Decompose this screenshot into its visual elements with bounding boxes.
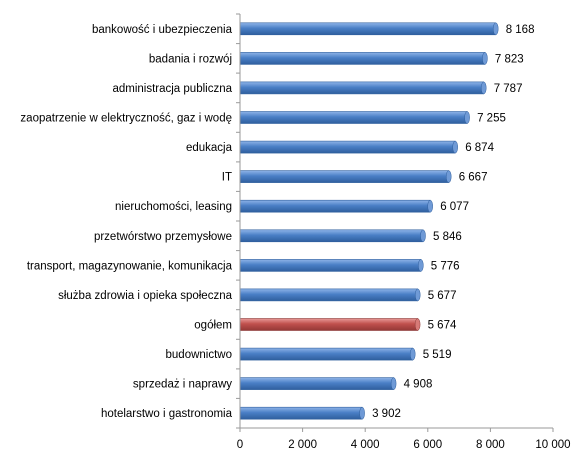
bar xyxy=(239,111,468,124)
bar xyxy=(239,406,363,420)
x-tick-label: 2 000 xyxy=(288,439,317,451)
category-label: bankowość i ubezpieczenia xyxy=(92,24,233,36)
bar xyxy=(239,81,484,95)
x-tick-label: 6 000 xyxy=(413,439,442,451)
bar-end-cap xyxy=(418,259,424,272)
bar xyxy=(239,140,456,154)
category-label: transport, magazynowanie, komunikacja xyxy=(27,260,233,272)
bar-end-cap xyxy=(409,347,416,361)
bar-end-cap xyxy=(359,406,365,420)
bar-end-cap xyxy=(414,318,421,331)
category-label: edukacja xyxy=(186,142,233,154)
bar-end-cap xyxy=(390,377,397,390)
bar xyxy=(239,22,496,36)
category-label: budownictwo xyxy=(166,349,232,361)
bar xyxy=(239,52,486,65)
value-label: 6 077 xyxy=(440,201,469,213)
value-label: 7 787 xyxy=(494,83,523,95)
x-tick-label: 4 000 xyxy=(351,439,380,451)
bars-layer xyxy=(239,22,499,420)
bar xyxy=(239,259,422,272)
category-label: nieruchomości, leasing xyxy=(115,201,232,213)
bar xyxy=(239,347,413,361)
value-label: 7 255 xyxy=(477,113,506,125)
value-label: 8 168 xyxy=(506,24,535,36)
category-label: hotelarstwo i gastronomia xyxy=(101,408,233,420)
category-label: przetwórstwo przemysłowe xyxy=(94,231,232,243)
value-label: 5 519 xyxy=(423,349,452,361)
bar xyxy=(239,318,418,331)
value-label: 6 874 xyxy=(465,142,494,154)
category-label: badania i rozwój xyxy=(149,53,232,65)
bar-end-cap xyxy=(464,111,470,124)
x-tick-label: 8 000 xyxy=(476,439,505,451)
bar xyxy=(239,199,431,213)
x-tick-label: 0 xyxy=(237,439,243,451)
axes: 0 2 000 4 000 6 000 8 000 10 000 xyxy=(236,13,571,451)
category-label: IT xyxy=(222,172,232,184)
bar xyxy=(239,170,449,183)
bar-end-cap xyxy=(427,199,433,213)
bar xyxy=(239,229,424,243)
category-label: sprzedaż i naprawy xyxy=(133,379,232,391)
bar-end-cap xyxy=(480,81,487,95)
category-label: ogółem xyxy=(194,320,232,332)
value-label: 6 667 xyxy=(459,172,488,184)
value-label: 5 846 xyxy=(433,231,462,243)
value-label: 5 776 xyxy=(431,260,460,272)
bar xyxy=(239,288,418,302)
bar xyxy=(239,377,394,390)
x-tick-label: 10 000 xyxy=(535,439,570,451)
value-label: 7 823 xyxy=(495,53,524,65)
value-label: 5 674 xyxy=(428,320,457,332)
bar-end-cap xyxy=(445,170,452,183)
value-label: 3 902 xyxy=(372,408,401,420)
value-label: 4 908 xyxy=(404,379,433,391)
category-label: zaopatrzenie w elektryczność, gaz i wodę xyxy=(20,113,232,125)
bar-end-cap xyxy=(452,140,458,154)
category-label: administracja publiczna xyxy=(112,83,232,95)
bar-end-cap xyxy=(492,22,499,36)
category-label: służba zdrowia i opieka społeczna xyxy=(58,290,232,302)
category-labels: bankowość i ubezpieczenia badania i rozwó… xyxy=(20,24,232,420)
value-labels: 8 168 7 823 7 787 7 255 6 874 6 667 6 077 5 846… xyxy=(372,24,534,420)
value-label: 5 677 xyxy=(428,290,457,302)
bar-end-cap xyxy=(414,288,421,302)
bar-end-cap xyxy=(420,229,426,243)
bar-end-cap xyxy=(482,52,488,65)
